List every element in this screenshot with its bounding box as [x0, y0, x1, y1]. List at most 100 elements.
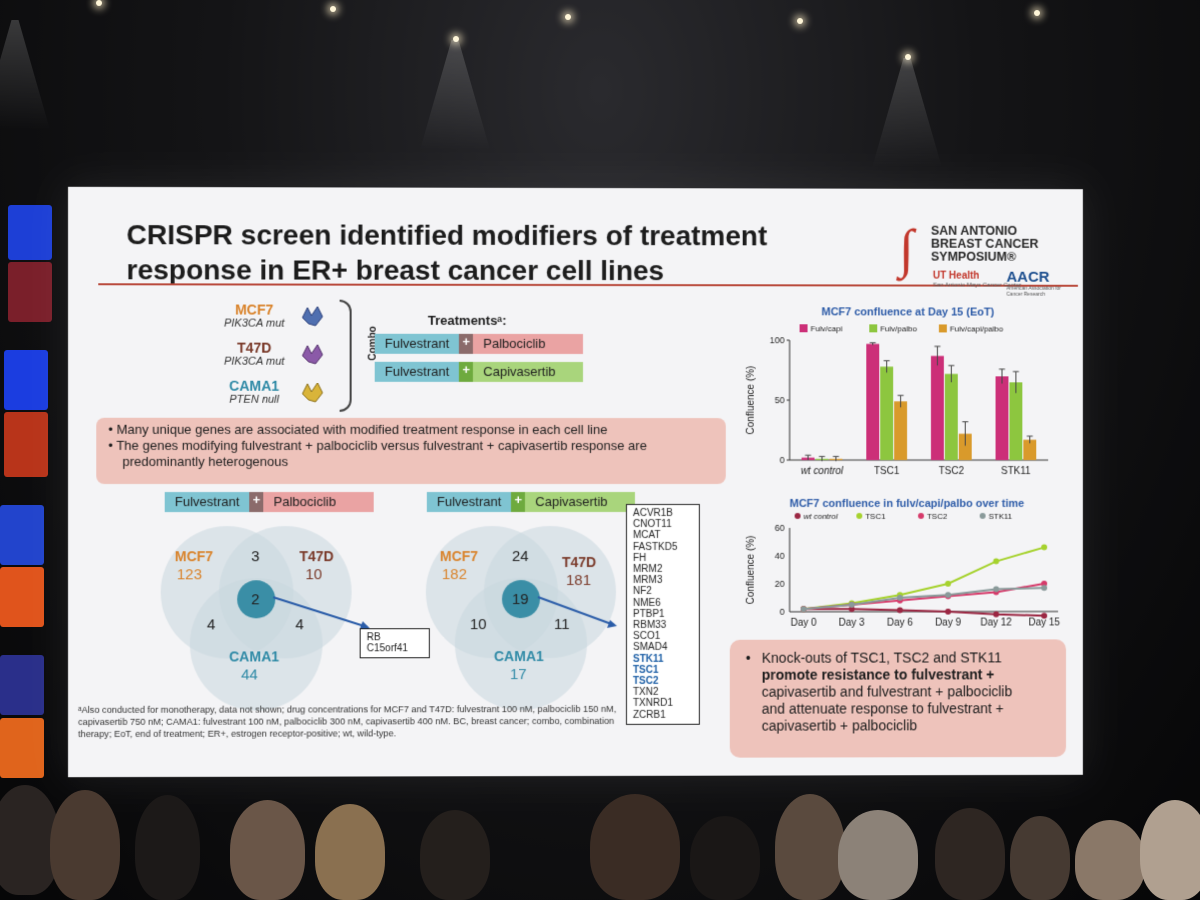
venn-count: 123: [176, 566, 202, 584]
combo-brace: [339, 299, 352, 412]
bar: [995, 376, 1009, 461]
audience-head: [590, 794, 680, 900]
legend-label: STK11: [989, 512, 1013, 521]
legend-swatch: [979, 512, 986, 519]
data-point: [993, 589, 1000, 596]
gene: PTBP1: [632, 608, 665, 620]
bar: [815, 458, 829, 461]
projection-screen: CRISPR screen identified modifiers of tr…: [68, 186, 1083, 778]
data-point: [993, 611, 1000, 618]
data-point: [896, 594, 903, 601]
plus-icon: +: [249, 492, 264, 513]
audience-head: [420, 810, 490, 900]
bar: [1009, 382, 1023, 461]
x-tick-label: STK11: [1001, 466, 1031, 477]
audience-head: [230, 800, 305, 900]
legend-swatch: [856, 512, 863, 519]
data-point: [945, 608, 952, 615]
drug-a: Fulvestrant: [374, 333, 460, 354]
legend-label: wt control: [804, 512, 838, 521]
venn2-title: Fulvestrant + Capivasertib: [426, 491, 636, 513]
sabcs-logo: ∫ SAN ANTONIO BREAST CANCER SYMPOSIUM® U…: [899, 219, 1068, 309]
gene: SCO1: [632, 631, 661, 643]
drug-a: Fulvestrant: [164, 492, 250, 513]
audience-head: [775, 794, 845, 900]
data-point: [848, 601, 855, 608]
x-tick-label: TSC1: [874, 466, 900, 477]
y-tick-label: 0: [780, 607, 785, 617]
y-tick-label: 20: [775, 579, 785, 589]
stage-panel: [0, 718, 44, 778]
legend-label: Fulv/palbo: [880, 324, 917, 333]
legend-label: TSC1: [865, 512, 886, 521]
data-point: [945, 580, 952, 587]
audience-head: [1010, 816, 1070, 900]
stage-panel: [0, 567, 44, 627]
venn-label: MCF7: [439, 548, 479, 565]
aacr-logo: AACR: [1006, 268, 1050, 286]
line-chart: 0 20 40 60 Confluence (%) Day 0 Day 3 Day 6 Day …: [746, 512, 1061, 629]
audience-head: [690, 816, 760, 900]
bar: [801, 457, 815, 461]
y-tick-label: 0: [780, 455, 785, 465]
x-tick-label: TSC2: [939, 466, 965, 477]
bar-chart-title: MCF7 confluence at Day 15 (EoT): [821, 306, 995, 319]
drug-a: Fulvestrant: [374, 361, 460, 382]
gene: NF2: [632, 586, 652, 598]
plus-icon: +: [459, 333, 474, 354]
legend-label: TSC2: [927, 512, 948, 521]
gene: TXN2: [632, 687, 659, 699]
treatment-capi: Fulvestrant + Capivasertib: [374, 361, 584, 383]
audience-head: [1140, 800, 1200, 900]
data-point: [848, 605, 855, 612]
audience-head: [935, 808, 1005, 900]
ceiling-light: [453, 36, 459, 42]
gene: MRM3: [632, 575, 663, 587]
gene: CNOT11: [632, 519, 672, 531]
audience-head: [50, 790, 120, 900]
ceiling-light: [1034, 10, 1040, 16]
ceiling-light: [96, 0, 102, 6]
cell-line-mutation: PIK3CA mut: [224, 317, 285, 330]
venn1-arrow: [269, 593, 379, 633]
data-point: [1041, 544, 1048, 551]
slide: CRISPR screen identified modifiers of tr…: [68, 186, 1083, 778]
stage-panel: [0, 655, 44, 715]
cell-line-t47d: T47D PIK3CA mut: [199, 340, 310, 368]
venn-count: 182: [441, 566, 467, 584]
x-tick-label: Day 9: [935, 618, 961, 629]
venn-label: T47D: [562, 553, 597, 571]
bar: [866, 343, 880, 461]
audience-head: [838, 810, 918, 900]
drug-a: Fulvestrant: [426, 492, 512, 513]
y-tick-label: 40: [775, 551, 785, 561]
ut-health-logo: UT Health: [932, 270, 980, 282]
cell-line-name: T47D: [237, 339, 272, 356]
cell-line-mutation: PIK3CA mut: [224, 355, 285, 368]
bar: [930, 355, 944, 461]
legend-label: Fulv/capi/palbo: [950, 324, 1004, 333]
audience-head: [1075, 820, 1145, 900]
gene: NME6: [632, 597, 661, 609]
venn-label: CAMA1: [493, 648, 544, 665]
bullet-dot: •: [745, 649, 751, 666]
legend-label: Fulv/capi: [811, 324, 843, 333]
venn-count: 44: [241, 666, 258, 684]
drug-b: Capivasertib: [525, 491, 636, 513]
bullet: • Many unique genes are associated with …: [108, 421, 608, 438]
venn-count: 10: [469, 616, 487, 634]
venn1-title: Fulvestrant + Palbociclib: [164, 492, 375, 513]
x-tick-label: Day 12: [980, 618, 1012, 629]
drug-b: Palbociclib: [263, 492, 375, 513]
gene: STK11: [632, 653, 664, 665]
conclusion-line: promote resistance to fulvestrant +: [761, 666, 995, 683]
stage-panel: [8, 262, 52, 322]
audience-head: [135, 795, 200, 900]
gene: FASTKD5: [632, 541, 678, 553]
audience: [0, 780, 1200, 900]
key-findings-box: • Many unique genes are associated with …: [96, 417, 726, 485]
ceiling-light: [330, 6, 336, 12]
gene: C15orf41: [366, 643, 408, 655]
bar: [944, 373, 958, 461]
stage-panel: [0, 505, 44, 565]
